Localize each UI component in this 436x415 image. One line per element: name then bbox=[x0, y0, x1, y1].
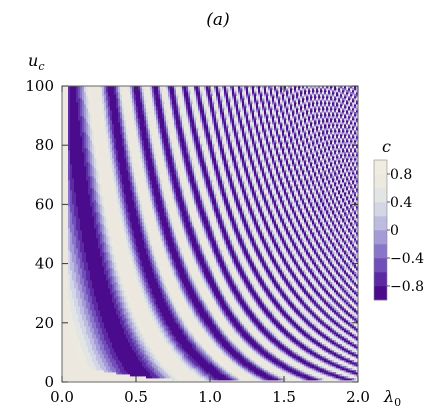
y-axis-label: uc bbox=[28, 51, 44, 73]
x-axis: 0.0 0.5 1.0 1.5 2.0 bbox=[50, 86, 370, 406]
x-tick-label: 2.0 bbox=[346, 388, 370, 406]
x-axis-label: λ0 bbox=[383, 387, 401, 409]
y-tick-label: 60 bbox=[35, 195, 54, 213]
colorbar: 0.8 0.4 0 −0.4 −0.8 bbox=[373, 159, 424, 301]
y-axis: 0 20 40 60 80 100 bbox=[25, 77, 358, 391]
y-tick-label: 100 bbox=[25, 77, 54, 95]
colorbar-swatch bbox=[374, 160, 387, 175]
y-tick-label: 40 bbox=[35, 255, 54, 273]
colorbar-tick-label: −0.4 bbox=[390, 251, 424, 267]
x-tick-label: 0.5 bbox=[124, 388, 148, 406]
colorbar-label: c bbox=[382, 137, 391, 156]
y-tick-label: 20 bbox=[35, 314, 54, 332]
colorbar-tick-label: 0 bbox=[390, 223, 399, 239]
panel-label: (a) bbox=[206, 10, 230, 30]
colorbar-swatch bbox=[374, 174, 387, 189]
colorbar-swatch bbox=[374, 258, 387, 273]
colorbar-swatch bbox=[374, 244, 387, 259]
x-tick-label: 1.5 bbox=[272, 388, 296, 406]
colorbar-swatch bbox=[374, 188, 387, 203]
colorbar-swatch bbox=[374, 216, 387, 231]
colorbar-tick-label: −0.8 bbox=[390, 279, 424, 295]
x-tick-label: 0.0 bbox=[50, 388, 74, 406]
x-tick-label: 1.0 bbox=[198, 388, 222, 406]
colorbar-tick-label: 0.8 bbox=[390, 167, 412, 183]
colorbar-swatch bbox=[374, 272, 387, 287]
y-tick-label: 0 bbox=[44, 373, 54, 391]
colorbar-swatch bbox=[374, 202, 387, 217]
y-tick-label: 80 bbox=[35, 136, 54, 154]
colorbar-swatch bbox=[374, 230, 387, 245]
colorbar-swatch bbox=[374, 286, 387, 301]
contour-field bbox=[68, 86, 358, 381]
colorbar-tick-label: 0.4 bbox=[390, 195, 412, 211]
